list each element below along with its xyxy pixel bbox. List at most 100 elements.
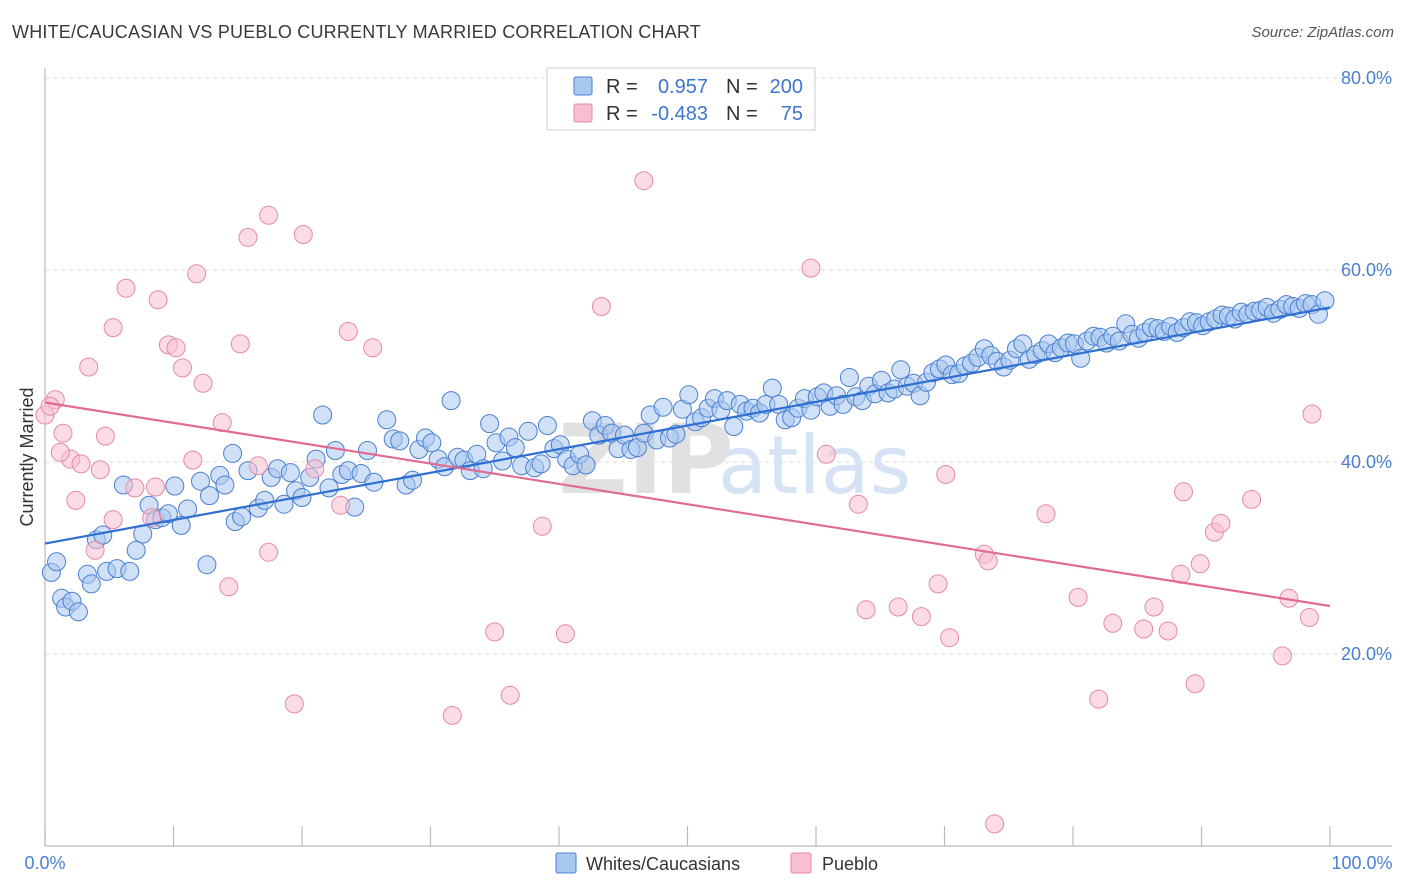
pueblo-point-23 xyxy=(219,577,239,597)
pueblo-point-26 xyxy=(248,456,268,476)
watermark-atlas: atlas xyxy=(718,419,911,512)
whites-point-30 xyxy=(232,507,252,527)
pueblo-point-14 xyxy=(146,477,165,497)
pueblo-point-12 xyxy=(125,478,145,498)
whites-point-33 xyxy=(255,490,275,510)
whites-point-1 xyxy=(47,552,67,572)
pueblo-point-20 xyxy=(187,264,207,284)
pueblo-point-34 xyxy=(363,338,383,358)
whites-point-76 xyxy=(537,416,557,435)
whites-point-71 xyxy=(505,438,525,458)
y-tick-labels: 20.0% 40.0% 60.0% 80.0% xyxy=(1341,68,1392,664)
pueblo-point-47 xyxy=(911,607,931,627)
legend-swatch-blue xyxy=(573,76,593,96)
pueblo-point-19 xyxy=(183,450,203,470)
bottom-legend-pueblo: Pueblo xyxy=(822,854,878,874)
trend-lines xyxy=(44,306,1331,608)
y-axis-label: Currently Married xyxy=(17,387,37,526)
whites-point-49 xyxy=(358,441,377,460)
pueblo-point-59 xyxy=(1144,597,1164,617)
whites-point-96 xyxy=(666,424,686,444)
whites-point-58 xyxy=(422,433,442,453)
legend-n-label-1: N = xyxy=(726,76,758,98)
pueblo-point-60 xyxy=(1158,621,1178,641)
gridlines xyxy=(45,77,1392,655)
whites-point-28 xyxy=(223,443,243,463)
pueblo-point-53 xyxy=(985,814,1005,834)
whites-point-42 xyxy=(313,405,333,425)
pueblo-point-27 xyxy=(259,205,279,225)
whites-point-14 xyxy=(126,540,146,560)
pueblo-point-1 xyxy=(53,423,73,443)
series-pueblo-points xyxy=(35,171,1322,834)
pueblo-point-66 xyxy=(1211,513,1231,533)
whites-point-197 xyxy=(1315,291,1335,311)
pueblo-point-68 xyxy=(1273,646,1292,666)
whites-point-13 xyxy=(120,561,140,581)
pueblo-point-8 xyxy=(95,426,115,446)
x-tick-max: 100.0% xyxy=(1331,853,1392,873)
pueblo-point-9 xyxy=(103,510,123,530)
chart-title: WHITE/CAUCASIAN VS PUEBLO CURRENTLY MARR… xyxy=(12,22,701,42)
bottom-legend-whites: Whites/Caucasians xyxy=(586,854,740,874)
series-whites-points xyxy=(41,291,1335,622)
pueblo-point-64 xyxy=(1190,554,1210,574)
whites-point-105 xyxy=(724,417,744,436)
pueblo-point-44 xyxy=(848,494,868,514)
pueblo-point-45 xyxy=(856,600,876,620)
pueblo-point-63 xyxy=(1185,674,1205,694)
bottom-legend-swatch-blue xyxy=(555,852,577,874)
pueblo-point-40 xyxy=(591,297,611,316)
y-tick-label-80: 80.0% xyxy=(1341,68,1392,88)
whites-point-21 xyxy=(171,515,191,535)
whites-point-131 xyxy=(891,360,911,380)
whites-point-67 xyxy=(480,414,500,434)
pueblo-point-50 xyxy=(940,628,960,648)
pueblo-point-3 xyxy=(66,490,86,510)
pueblo-point-6 xyxy=(85,540,105,560)
whites-point-23 xyxy=(191,471,210,491)
pueblo-point-17 xyxy=(166,338,186,358)
whites-point-27 xyxy=(215,475,235,495)
whites-point-37 xyxy=(280,463,300,483)
legend-r-label-2: R = xyxy=(606,103,638,125)
pueblo-point-24 xyxy=(230,334,250,354)
pueblo-point-43 xyxy=(816,444,836,464)
pueblo-point-29 xyxy=(284,694,304,714)
pueblo-point-38 xyxy=(532,516,552,536)
pueblo-point-37 xyxy=(500,685,520,705)
pueblo-point-54 xyxy=(1036,504,1056,524)
whites-point-7 xyxy=(81,574,101,594)
legend-n-label-2: N = xyxy=(726,103,758,125)
pueblo-point-67 xyxy=(1242,489,1262,509)
whites-point-43 xyxy=(319,478,339,498)
pueblo-point-36 xyxy=(485,622,505,642)
whites-point-20 xyxy=(165,476,185,496)
source-label: Source: ZipAtlas.com xyxy=(1251,24,1394,41)
y-tick-label-40: 40.0% xyxy=(1341,452,1392,472)
pueblo-point-58 xyxy=(1134,619,1154,639)
pueblo-point-33 xyxy=(338,321,358,341)
pueblo-point-30 xyxy=(293,225,313,244)
legend-r-label-1: R = xyxy=(606,76,638,98)
whites-point-61 xyxy=(441,391,461,411)
legend-n-value-1: 200 xyxy=(770,76,803,98)
pueblo-point-5 xyxy=(79,357,99,377)
pueblo-point-70 xyxy=(1299,608,1319,627)
whites-point-82 xyxy=(576,455,596,475)
pueblo-point-7 xyxy=(90,460,110,480)
pueblo-point-11 xyxy=(116,278,136,298)
whites-point-25 xyxy=(200,486,219,506)
pueblo-point-32 xyxy=(331,495,351,515)
pueblo-point-42 xyxy=(801,258,821,278)
pueblo-point-73 xyxy=(40,396,60,416)
pueblo-point-52 xyxy=(978,551,998,571)
pueblo-point-15 xyxy=(148,290,168,310)
whites-trend-line xyxy=(44,306,1331,545)
whites-point-111 xyxy=(762,378,782,398)
pueblo-point-10 xyxy=(103,318,123,338)
pueblo-point-35 xyxy=(442,705,462,725)
pueblo-point-57 xyxy=(1103,613,1123,633)
whites-point-51 xyxy=(377,410,397,430)
